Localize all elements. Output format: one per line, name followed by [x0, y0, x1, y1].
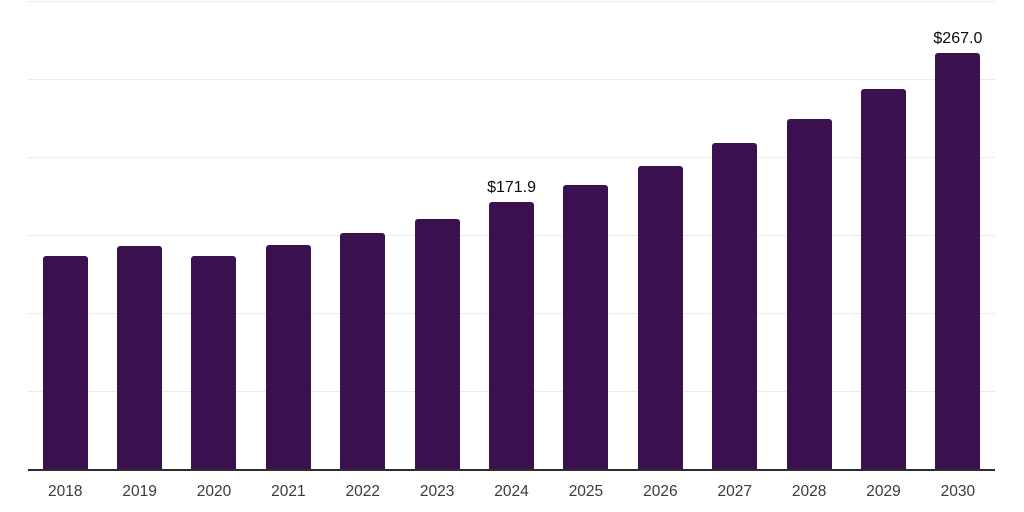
x-tick-label-2024: 2024 [494, 483, 529, 500]
bar-slot-2023 [400, 2, 474, 470]
bar-slot-2027 [698, 2, 772, 470]
bar-slot-2029 [846, 2, 920, 470]
bar-2024: $171.9 [487, 179, 536, 470]
x-tick-label-2018: 2018 [47, 483, 83, 500]
bar-2018 [42, 256, 88, 470]
bar-slot-2025 [549, 2, 623, 470]
bar-slot-2024: $171.9 [474, 2, 548, 470]
bar-2019 [117, 246, 163, 470]
bar-slot-2022 [326, 2, 400, 470]
x-tick-label-2026: 2026 [643, 483, 678, 500]
bar-2020 [191, 255, 237, 470]
plot-area: $171.9 $267.0 [28, 1, 995, 471]
x-tick-label-2027: 2027 [717, 483, 752, 500]
bar-slot-2028 [772, 2, 846, 470]
gridline-250 [28, 79, 995, 80]
bar-value-label-2030: $267.0 [933, 30, 983, 48]
x-tick-label-2019: 2019 [122, 483, 157, 500]
bar-slot-2030: $267.0 [921, 2, 995, 470]
bar-2023 [414, 219, 460, 470]
gridline-300 [28, 1, 995, 2]
x-tick-label-2022: 2022 [345, 483, 380, 500]
bar-2022 [340, 233, 386, 470]
x-axis-line [28, 469, 995, 471]
bars-container: $171.9 $267.0 [28, 2, 995, 470]
bar-2027 [712, 143, 758, 470]
bar-slot-2019 [102, 2, 176, 470]
bar-slot-2020 [177, 2, 251, 470]
bar-slot-2026 [623, 2, 697, 470]
bar-2025 [563, 184, 609, 470]
bar-slot-2021 [251, 2, 325, 470]
bar-slot-2018 [28, 2, 102, 470]
bar-2021 [265, 244, 311, 470]
bar-2030: $267.0 [933, 30, 982, 470]
bar-value-label-2024: $171.9 [487, 178, 536, 196]
bar-2026 [637, 165, 683, 470]
x-tick-label-2028: 2028 [791, 483, 827, 500]
x-tick-label-2021: 2021 [271, 483, 306, 500]
x-tick-label-2029: 2029 [866, 483, 901, 500]
x-tick-label-2020: 2020 [196, 483, 232, 500]
x-tick-label-2025: 2025 [568, 483, 604, 500]
bar-2029 [860, 88, 906, 470]
gridline-200 [28, 157, 995, 159]
x-tick-label-2023: 2023 [419, 483, 455, 500]
x-axis-labels: 2018 2019 2020 2021 2022 2023 2024 2025 2026 2027… [28, 472, 995, 512]
x-tick-label-2030: 2030 [940, 483, 976, 500]
bar-2028 [786, 118, 832, 470]
